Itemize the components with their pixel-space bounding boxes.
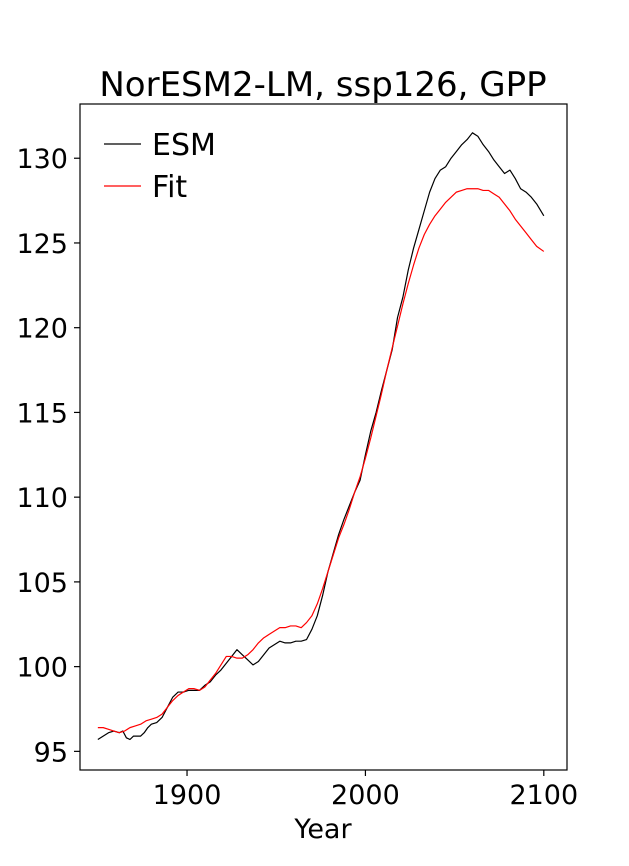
y-tick-label: 115 (16, 398, 68, 429)
legend: ESM Fit (104, 128, 216, 205)
y-tick-label: 100 (16, 653, 68, 684)
y-axis: 95 100 105 110 115 120 125 130 (16, 144, 80, 768)
x-axis-label: Year (293, 814, 352, 845)
x-tick-label: 2000 (331, 780, 400, 811)
series-layer (97, 132, 545, 741)
x-tick-label: 1900 (153, 780, 222, 811)
plot-frame (79, 103, 568, 771)
x-tick-label: 2100 (509, 780, 578, 811)
y-tick-label: 95 (34, 737, 68, 768)
chart-title: NorESM2-LM, ssp126, GPP (99, 65, 546, 105)
x-axis: 1900 2000 2100 (153, 770, 578, 811)
legend-label-esm: ESM (152, 128, 216, 163)
y-tick-label: 130 (16, 144, 68, 175)
y-tick-label: 110 (16, 483, 68, 514)
y-tick-label: 120 (16, 314, 68, 345)
y-tick-label: 105 (16, 568, 68, 599)
series-line-fit (97, 188, 545, 734)
y-tick-label: 125 (16, 229, 68, 260)
series-line-esm (97, 132, 545, 741)
legend-label-fit: Fit (152, 170, 187, 205)
